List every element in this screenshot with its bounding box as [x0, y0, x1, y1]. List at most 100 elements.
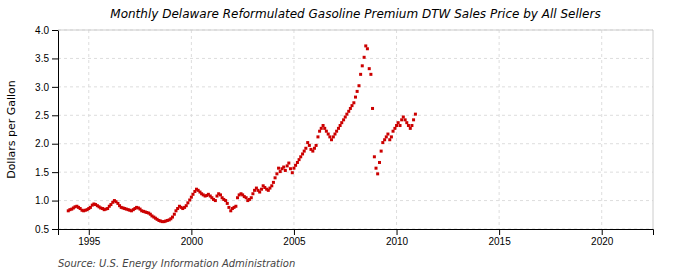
- tick-label: 3.0: [35, 82, 49, 93]
- point: [366, 47, 369, 50]
- point: [292, 167, 295, 170]
- point: [258, 191, 261, 194]
- tick: 1.0: [35, 195, 58, 206]
- tick: 1995: [78, 229, 101, 247]
- point: [363, 56, 366, 59]
- tick-label: 1.5: [35, 167, 49, 178]
- grid-line: [58, 200, 653, 201]
- axis-line: [52, 31, 59, 230]
- point: [368, 67, 371, 70]
- point: [402, 115, 405, 118]
- point: [274, 176, 277, 179]
- marks: [67, 44, 417, 223]
- point: [311, 150, 314, 153]
- point: [313, 147, 316, 150]
- point: [392, 130, 395, 133]
- point: [340, 121, 343, 124]
- x-axis: 199520002005201020152020: [59, 229, 654, 247]
- point: [357, 84, 360, 87]
- point: [171, 216, 174, 219]
- point: [318, 130, 321, 133]
- point: [294, 164, 297, 167]
- point: [260, 188, 263, 191]
- point: [333, 133, 336, 136]
- point: [275, 172, 278, 175]
- point: [409, 127, 412, 130]
- point: [349, 107, 352, 110]
- tick-label: 2015: [488, 236, 511, 247]
- point: [289, 167, 292, 170]
- point: [414, 113, 417, 116]
- point: [390, 135, 393, 138]
- point: [219, 193, 222, 196]
- tick-mark: [52, 58, 58, 59]
- point: [224, 199, 227, 202]
- point: [405, 121, 408, 124]
- point: [245, 196, 248, 199]
- point: [250, 196, 253, 199]
- tick-label: 4.0: [35, 25, 49, 36]
- point: [393, 127, 396, 130]
- point: [371, 107, 374, 110]
- point: [378, 161, 381, 164]
- point: [400, 118, 403, 121]
- point: [325, 130, 328, 133]
- point: [287, 162, 290, 165]
- point: [286, 164, 289, 167]
- point: [303, 150, 306, 153]
- point: [308, 144, 311, 147]
- grid-line: [58, 58, 653, 59]
- point: [192, 193, 195, 196]
- grid-line: [58, 86, 653, 87]
- tick-mark: [52, 229, 58, 230]
- point: [304, 147, 307, 150]
- point: [226, 202, 229, 205]
- y-axis: 0.51.01.52.02.53.03.54.0: [35, 25, 58, 235]
- point: [361, 64, 364, 67]
- grid: [58, 30, 653, 229]
- tick-mark: [52, 172, 58, 173]
- tick-mark: [191, 229, 192, 235]
- tick: 4.0: [35, 25, 58, 36]
- tick: 3.0: [35, 82, 58, 93]
- grid-line: [601, 30, 602, 229]
- point: [291, 171, 294, 174]
- point: [347, 110, 350, 113]
- point: [277, 167, 280, 170]
- point: [407, 124, 410, 127]
- frame: [58, 30, 653, 31]
- tick-mark: [52, 115, 58, 116]
- tick-label: 2000: [181, 236, 204, 247]
- plot: 1995200020052010201520200.51.01.52.02.53…: [35, 25, 653, 247]
- frame: [653, 30, 654, 229]
- tick-label: 1995: [78, 236, 101, 247]
- tick-mark: [602, 229, 603, 235]
- point: [284, 169, 287, 172]
- point: [186, 201, 189, 204]
- point: [323, 127, 326, 130]
- point: [328, 135, 331, 138]
- grid-line: [58, 115, 653, 116]
- point: [335, 130, 338, 133]
- title: Monthly Delaware Reformulated Gasoline P…: [110, 7, 600, 21]
- point: [369, 73, 372, 76]
- tick: 2005: [283, 229, 306, 247]
- point: [316, 135, 319, 138]
- point: [234, 205, 237, 208]
- point: [315, 144, 318, 147]
- grid-line: [499, 30, 500, 229]
- point: [383, 138, 386, 141]
- point: [397, 121, 400, 124]
- point: [214, 199, 217, 202]
- tick-mark: [52, 87, 58, 88]
- point: [298, 158, 301, 161]
- tick-label: 2.5: [35, 110, 49, 121]
- point: [306, 141, 309, 144]
- point: [299, 155, 302, 158]
- tick-mark: [294, 229, 295, 235]
- point: [227, 206, 230, 209]
- tick-mark: [89, 229, 90, 235]
- point: [364, 44, 367, 47]
- grid-line: [88, 30, 89, 229]
- point: [190, 196, 193, 199]
